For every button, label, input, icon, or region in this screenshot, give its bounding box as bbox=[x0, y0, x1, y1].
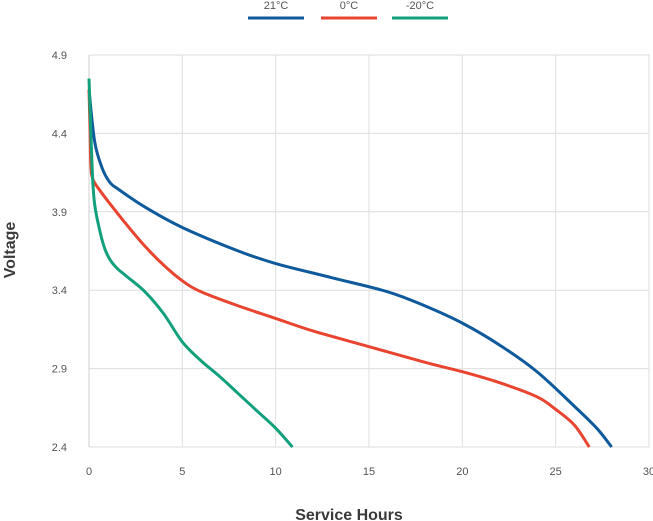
y-tick-label: 3.9 bbox=[52, 207, 67, 219]
legend-label: 21°C bbox=[264, 0, 289, 12]
x-axis-title: Service Hours bbox=[295, 507, 403, 521]
grid bbox=[88, 54, 650, 448]
y-tick-label: 4.4 bbox=[52, 128, 67, 140]
x-tick-label: 25 bbox=[550, 466, 562, 478]
legend: 21°C 0°C -20°C bbox=[248, 0, 448, 20]
legend-label: 0°C bbox=[340, 0, 359, 12]
series-line bbox=[87, 78, 294, 448]
x-tick-label: 10 bbox=[270, 466, 282, 478]
x-tick-label: 20 bbox=[456, 466, 468, 478]
y-tick-label: 2.4 bbox=[52, 442, 67, 454]
series-line bbox=[87, 89, 613, 448]
series-line bbox=[87, 89, 591, 448]
y-tick-label: 4.9 bbox=[52, 50, 67, 62]
x-tick-label: 0 bbox=[86, 466, 92, 478]
x-tick-label: 5 bbox=[179, 466, 185, 478]
legend-label: -20°C bbox=[406, 0, 434, 12]
x-tick-label: 15 bbox=[363, 466, 375, 478]
tick-labels: 0 5 10 15 20 25 30 2.4 2.9 3.4 3.9 4.4 4.9 bbox=[52, 50, 653, 478]
y-axis-title: Voltage bbox=[2, 222, 19, 279]
y-tick-label: 2.9 bbox=[52, 364, 67, 376]
series-layer bbox=[87, 78, 613, 448]
x-tick-label: 30 bbox=[643, 466, 653, 478]
y-tick-label: 3.4 bbox=[52, 285, 67, 297]
